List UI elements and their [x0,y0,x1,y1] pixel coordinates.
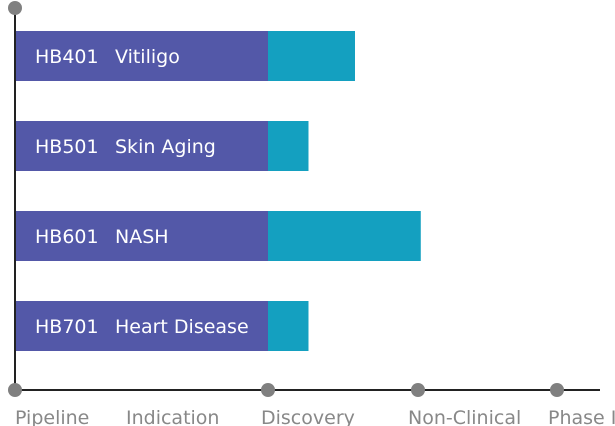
row-label-bar [15,31,268,81]
pipeline-row-hb501: HB501 Skin Aging [15,121,309,171]
row-progress-bar [268,121,309,171]
row-label-bar [15,301,268,351]
row-indication: Skin Aging [115,136,216,158]
stage-label-discovery: Discovery [261,407,355,426]
row-indication: Vitiligo [115,46,180,68]
stage-marker-phase-i [550,383,564,397]
row-indication: Heart Disease [115,316,249,338]
row-code: HB601 [35,226,99,248]
pipeline-row-hb401: HB401 Vitiligo [15,31,355,81]
stage-label-pipeline: Pipeline [15,407,89,426]
y-axis-top-marker [8,1,22,15]
stage-markers [8,383,564,397]
stage-label-non-clinical: Non-Clinical [408,407,521,426]
stage-marker-non-clinical [411,383,425,397]
pipeline-row-hb601: HB601 NASH [15,211,421,261]
row-progress-bar [268,301,309,351]
row-indication: NASH [115,226,169,248]
stage-labels: Pipeline Indication Discovery Non-Clinical P… [15,407,615,426]
row-progress-bar [268,211,421,261]
row-label-bar [15,211,268,261]
row-progress-bar [268,31,355,81]
row-label-bar [15,121,268,171]
stage-label-indication: Indication [126,407,219,426]
row-code: HB501 [35,136,99,158]
stage-label-phase-i: Phase I [548,407,615,426]
row-code: HB701 [35,316,99,338]
bars-layer: HB401 Vitiligo HB501 Skin Aging HB601 NASH HB7… [15,31,421,351]
row-code: HB401 [35,46,99,68]
stage-marker-discovery [261,383,275,397]
stage-marker-pipeline [8,383,22,397]
pipeline-row-hb701: HB701 Heart Disease [15,301,309,351]
